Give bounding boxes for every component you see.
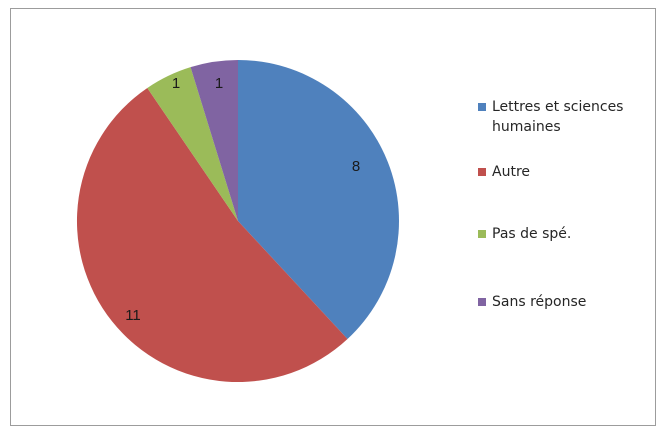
legend-label-pas-de-spe: Pas de spé. xyxy=(492,226,571,242)
data-label-pas-de-spe: 1 xyxy=(172,75,180,92)
legend-label-lettres: Lettres et sciences xyxy=(492,99,623,115)
legend-swatch-autre xyxy=(478,168,486,176)
legend-swatch-sans-reponse xyxy=(478,298,486,306)
legend-label-sans-reponse: Sans réponse xyxy=(492,294,586,310)
pie-slice-sans-reponse xyxy=(190,59,238,221)
legend-swatch-pas-de-spe xyxy=(478,230,486,238)
legend-label-autre: Autre xyxy=(492,164,530,180)
data-label-sans-reponse: 1 xyxy=(215,75,223,92)
pie-slices xyxy=(76,59,400,383)
pie-slice-autre xyxy=(76,87,348,383)
data-label-lettres: 8 xyxy=(352,158,360,175)
legend: Lettres et sciences humaines Autre Pas de s… xyxy=(478,99,623,310)
data-label-autre: 11 xyxy=(125,307,141,324)
legend-swatch-lettres xyxy=(478,103,486,111)
pie-slice-lettres xyxy=(238,60,400,340)
legend-label-lettres-line-2: humaines xyxy=(492,119,561,135)
pie-slice-pas-de-spe xyxy=(147,67,238,222)
